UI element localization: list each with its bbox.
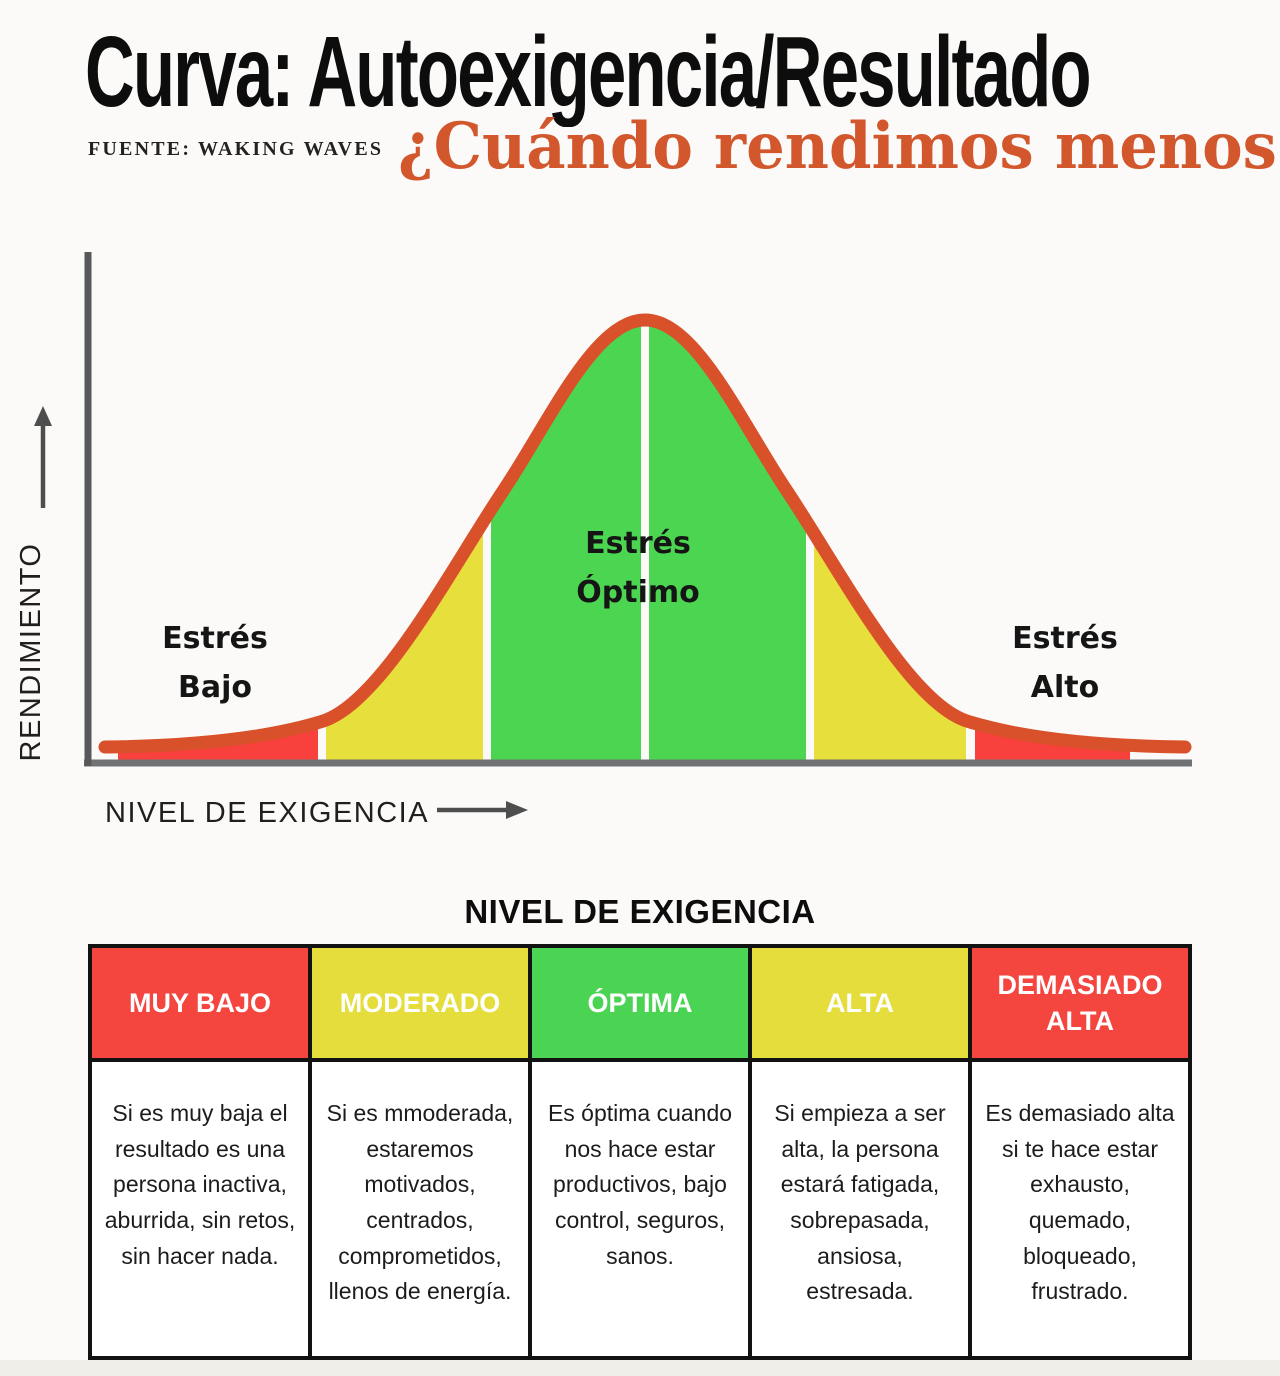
table-header-cell: DEMASIADO ALTA <box>972 948 1188 1058</box>
table-body-cell: Si es muy baja el resultado es una perso… <box>92 1062 308 1356</box>
zone-fill-yellow-right <box>814 320 966 762</box>
y-axis-label: RENDIMIENTO <box>15 543 47 762</box>
page-title: Curva: Autoexigencia/Resultado <box>85 15 1092 127</box>
label-estres-bajo: Estrés Bajo <box>162 621 268 705</box>
table-column-demasiado-alta: DEMASIADO ALTA Es demasiado alta si te h… <box>972 948 1188 1356</box>
bottom-margin-strip <box>0 1360 1280 1376</box>
x-arrow-head-icon <box>506 801 528 819</box>
label-estres-alto: Estrés Alto <box>1012 621 1118 705</box>
bell-curve-line <box>98 313 1192 754</box>
source-caption: FUENTE: WAKING WAVES <box>88 138 384 160</box>
y-arrow-head-icon <box>34 406 52 426</box>
table-title: NIVEL DE EXIGENCIA <box>464 893 816 930</box>
table-body-cell: Si es mmoderada, estaremos motivados, ce… <box>312 1062 528 1356</box>
table-column-muy-bajo: MUY BAJO Si es muy baja el resultado es … <box>92 948 308 1356</box>
x-axis-label: NIVEL DE EXIGENCIA <box>105 797 429 829</box>
table-header-cell: MODERADO <box>312 948 528 1058</box>
table-header-cell: MUY BAJO <box>92 948 308 1058</box>
table-header-cell: ÓPTIMA <box>532 948 748 1058</box>
table-body-cell: Es demasiado alta si te hace estar exhau… <box>972 1062 1188 1356</box>
table-body-cell: Si empieza a ser alta, la persona estará… <box>752 1062 968 1356</box>
table-header-cell: ALTA <box>752 948 968 1058</box>
label-estres-optimo: Estrés Óptimo <box>576 526 700 610</box>
page-subtitle: ¿Cuándo rendimos menos? <box>398 109 1280 184</box>
table-column-optima: ÓPTIMA Es óptima cuando nos hace estar p… <box>532 948 748 1356</box>
exigencia-table: MUY BAJO Si es muy baja el resultado es … <box>88 944 1192 1360</box>
table-column-alta: ALTA Si empieza a ser alta, la persona e… <box>752 948 968 1356</box>
zone-fill-yellow-left <box>326 320 483 762</box>
table-body-cell: Es óptima cuando nos hace estar producti… <box>532 1062 748 1356</box>
table-column-moderado: MODERADO Si es mmoderada, estaremos moti… <box>312 948 528 1356</box>
